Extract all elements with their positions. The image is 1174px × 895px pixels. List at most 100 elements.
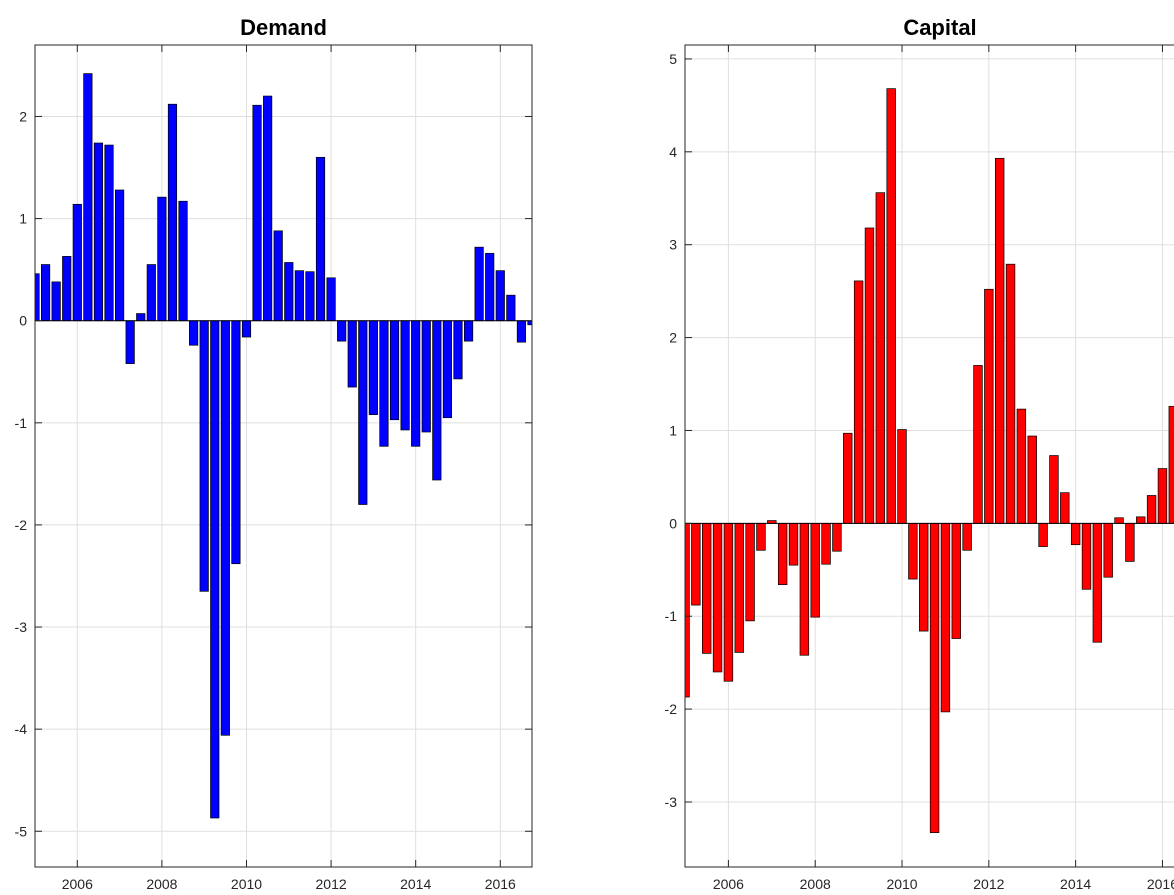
demand-bar <box>368 320 378 415</box>
capital-bar <box>723 522 734 682</box>
demand-bar <box>231 320 241 565</box>
demand-bar <box>432 320 442 481</box>
capital-bar <box>843 432 853 524</box>
y-tick-label: 3 <box>669 237 677 253</box>
y-tick-label: -1 <box>15 415 28 431</box>
capital-chart-title: Capital <box>903 15 976 40</box>
x-tick-label: 2012 <box>973 876 1004 892</box>
demand-bar <box>453 320 463 380</box>
capital-bar <box>1092 522 1103 643</box>
capital-bar <box>1125 522 1135 562</box>
capital-bar <box>745 522 755 622</box>
x-tick-label: 2010 <box>231 876 262 892</box>
demand-bar <box>284 262 294 322</box>
y-tick-label: -4 <box>15 721 28 737</box>
y-tick-label: 0 <box>669 515 677 531</box>
capital-bar <box>756 522 766 551</box>
demand-bar <box>463 320 474 342</box>
capital-bar <box>1146 495 1157 524</box>
demand-bar <box>93 142 104 322</box>
y-tick-label: 4 <box>669 144 677 160</box>
demand-bar <box>178 200 188 322</box>
capital-bar <box>1157 468 1168 524</box>
demand-bar <box>167 103 178 322</box>
capital-bar <box>886 88 896 524</box>
demand-bar <box>241 320 252 338</box>
demand-axes-box <box>34 44 533 868</box>
capital-bar <box>788 522 799 566</box>
demand-bar <box>411 320 421 447</box>
x-tick-label: 2008 <box>146 876 177 892</box>
x-tick-label: 2006 <box>62 876 93 892</box>
capital-bar <box>1060 492 1070 524</box>
capital-bar <box>853 280 864 524</box>
demand-bar <box>400 320 410 431</box>
capital-bar <box>1136 516 1146 524</box>
demand-bar <box>337 320 347 342</box>
demand-bar <box>104 144 114 322</box>
capital-bar <box>1103 522 1113 578</box>
demand-bar <box>125 320 135 364</box>
y-tick-label: 2 <box>19 108 27 124</box>
demand-bar <box>51 281 61 322</box>
y-tick-label: -3 <box>665 794 678 810</box>
y-tick-label: 1 <box>669 422 677 438</box>
capital-bar <box>691 522 701 606</box>
capital-bar <box>994 157 1005 524</box>
capital-bar <box>799 522 810 656</box>
demand-chart-title: Demand <box>240 15 327 40</box>
capital-bar <box>1114 517 1124 524</box>
demand-bar <box>485 252 495 322</box>
demand-bar <box>157 196 167 322</box>
capital-bar <box>984 288 994 524</box>
capital-bar <box>897 429 907 524</box>
demand-bar <box>506 294 516 322</box>
demand-bar <box>358 320 368 505</box>
x-tick-label: 2016 <box>485 876 516 892</box>
capital-chart-panel: 2006 2008 2010 2012 2014 2016 -3 -2 -1 0 1 2 3 4 5 Capi… <box>665 15 1174 892</box>
demand-bar <box>305 271 315 322</box>
demand-bar <box>146 264 156 322</box>
capital-axes-box <box>684 44 1174 868</box>
capital-bar <box>1070 522 1081 546</box>
y-tick-label: -2 <box>665 701 678 717</box>
y-tick-label: -1 <box>665 608 678 624</box>
capital-bar <box>919 522 929 632</box>
demand-bar <box>220 320 230 736</box>
capital-bar <box>685 522 690 698</box>
x-tick-label: 2010 <box>886 876 917 892</box>
capital-bar <box>777 522 788 585</box>
capital-bar <box>821 522 831 565</box>
demand-bar <box>326 277 336 322</box>
x-tick-label: 2012 <box>316 876 347 892</box>
demand-bar <box>35 273 40 322</box>
demand-bar <box>315 156 326 322</box>
demand-bar <box>294 270 304 322</box>
x-tick-label: 2014 <box>1060 876 1091 892</box>
demand-bar <box>347 320 357 388</box>
capital-bar <box>832 522 842 552</box>
demand-bar <box>252 104 262 322</box>
demand-bar <box>40 264 51 322</box>
y-tick-label: -5 <box>15 823 28 839</box>
capital-bar <box>810 522 820 618</box>
capital-bar <box>1081 522 1092 590</box>
y-tick-label: 5 <box>669 51 677 67</box>
capital-bar <box>875 192 886 524</box>
y-tick-label: 2 <box>669 330 677 346</box>
capital-bar <box>1049 455 1059 524</box>
y-tick-label: -2 <box>15 517 28 533</box>
capital-bar <box>712 522 723 673</box>
demand-bar <box>389 320 400 421</box>
demand-bar <box>442 320 452 419</box>
demand-bar <box>136 313 146 322</box>
capital-bar <box>1027 435 1037 524</box>
y-tick-label: -3 <box>15 619 28 635</box>
capital-bar <box>940 522 951 713</box>
demand-bar <box>263 95 273 322</box>
demand-bar <box>189 320 199 346</box>
demand-bar <box>421 320 431 433</box>
capital-bar <box>1005 263 1016 524</box>
demand-bar <box>199 320 209 592</box>
